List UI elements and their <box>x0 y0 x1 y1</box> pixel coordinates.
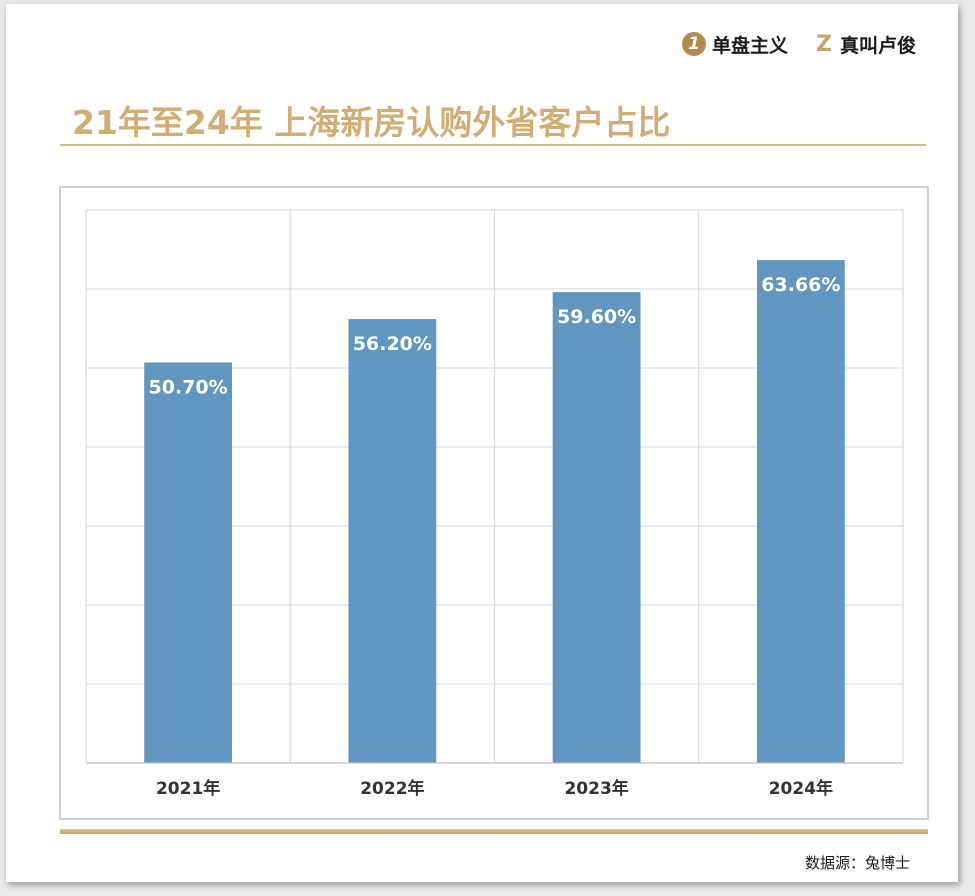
brand-danpan-logo-icon: 1 <box>682 32 706 56</box>
title-divider <box>60 144 926 146</box>
data-label: 50.70% <box>149 376 228 398</box>
bar-chart: 50.70% 2021年 56.20% 2022年 59.60% 2023年 63.66% 2… <box>85 209 904 799</box>
brand-zhenjiao-logo-icon: Z <box>816 31 832 57</box>
x-tick-label: 2021年 <box>156 778 220 799</box>
chart-frame: 50.70% 2021年 56.20% 2022年 59.60% 2023年 63.66% 2… <box>59 186 929 820</box>
brand-zhenjiao: Z 真叫卢俊 <box>814 30 916 58</box>
brand-danpan-text: 单盘主义 <box>712 34 789 57</box>
x-tick-label: 2023年 <box>564 778 628 799</box>
bar-2021年 <box>144 362 233 763</box>
data-label: 63.66% <box>761 274 840 296</box>
footer-divider <box>60 829 928 834</box>
data-source: 数据源：兔博士 <box>804 854 910 872</box>
x-tick-label: 2024年 <box>769 778 833 799</box>
chart-card: 1 单盘主义 Z 真叫卢俊 21年至24年 上海新房认购外省客户占比 50.70… <box>6 4 958 882</box>
data-label: 56.20% <box>353 333 432 355</box>
chart-title: 21年至24年 上海新房认购外省客户占比 <box>72 103 671 142</box>
data-label: 59.60% <box>557 306 636 328</box>
bar-2024年 <box>756 260 845 763</box>
brand-danpan: 1 单盘主义 <box>682 30 788 58</box>
brand-zhenjiao-text: 真叫卢俊 <box>840 34 917 57</box>
x-tick-label: 2022年 <box>360 778 424 799</box>
bar-2022年 <box>348 319 437 763</box>
bar-2023年 <box>552 292 641 763</box>
